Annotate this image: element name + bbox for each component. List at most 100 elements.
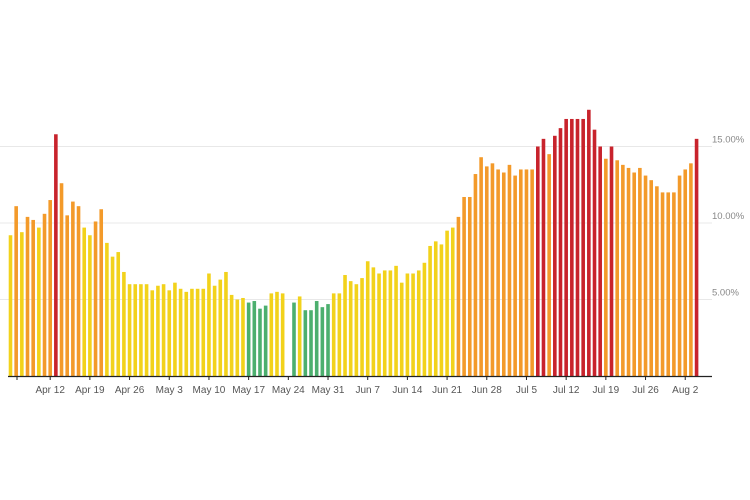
bar	[31, 219, 35, 376]
bar	[201, 288, 206, 376]
bar	[621, 164, 625, 376]
bar	[592, 129, 597, 376]
bar	[587, 109, 591, 376]
bar	[547, 154, 551, 376]
x-tick-label: May 31	[312, 385, 345, 396]
bar	[25, 216, 30, 376]
bar	[122, 271, 126, 376]
bar	[672, 192, 676, 376]
bar	[433, 241, 438, 376]
bar	[541, 138, 546, 376]
bar	[309, 310, 313, 376]
x-tick-label: Aug 2	[672, 385, 699, 396]
bar	[530, 169, 534, 376]
bar	[405, 273, 410, 376]
bar	[37, 227, 41, 376]
x-tick-label: Jul 12	[553, 385, 580, 396]
bar	[224, 271, 228, 376]
x-tick-label: Jul 19	[593, 385, 620, 396]
bar	[218, 279, 223, 376]
bar	[297, 296, 302, 376]
bar	[394, 265, 398, 376]
bar	[507, 164, 512, 376]
bar	[8, 235, 13, 376]
bar	[207, 273, 211, 376]
bar	[632, 172, 636, 376]
bar	[649, 180, 654, 376]
x-tick-label: May 10	[193, 385, 226, 396]
bar	[660, 192, 665, 376]
bar	[490, 163, 495, 376]
bar	[212, 285, 217, 376]
bar	[116, 252, 121, 376]
bar	[496, 169, 500, 376]
x-tick-label: Apr 19	[75, 385, 105, 396]
bar	[167, 290, 172, 376]
bar	[156, 285, 160, 376]
bar	[473, 174, 478, 376]
bar	[604, 158, 608, 376]
bar	[371, 267, 376, 376]
bar	[484, 166, 489, 376]
bar	[553, 135, 557, 376]
bar	[326, 304, 330, 376]
bar	[501, 172, 506, 376]
bar	[683, 169, 688, 376]
bar	[467, 196, 472, 376]
bar	[575, 118, 580, 377]
bar	[88, 235, 92, 376]
bar	[666, 192, 671, 376]
bar	[689, 163, 693, 376]
bar	[314, 301, 319, 376]
bar	[570, 118, 574, 377]
bar	[133, 284, 138, 376]
bar	[235, 299, 240, 376]
bar	[479, 157, 483, 376]
bar	[428, 245, 432, 376]
x-tick-labels: Apr 12 Apr 19 Apr 26 May 3 May 10 May 17 May 2…	[35, 385, 698, 396]
x-tick-label: May 24	[272, 385, 305, 396]
bar	[76, 206, 81, 376]
bar	[519, 169, 523, 376]
bar	[416, 270, 421, 376]
bar	[139, 284, 143, 376]
bar	[280, 293, 285, 376]
bar	[439, 244, 444, 376]
bar	[638, 167, 642, 376]
bar	[536, 146, 540, 376]
bar	[303, 310, 308, 376]
bar	[513, 175, 517, 376]
bar	[524, 169, 529, 376]
bar	[65, 215, 69, 376]
x-axis	[8, 375, 712, 380]
bar	[581, 118, 585, 377]
bar	[229, 294, 234, 376]
bar	[422, 262, 427, 376]
bar	[348, 281, 353, 376]
bar	[626, 167, 631, 376]
bar	[564, 118, 568, 377]
bar	[20, 232, 24, 376]
y-tick-label: 10.00%	[712, 211, 745, 222]
bar	[59, 183, 64, 376]
bar	[343, 275, 347, 376]
bar	[93, 221, 98, 376]
bar	[161, 284, 166, 376]
bar	[258, 308, 262, 376]
bar	[354, 284, 359, 376]
bar	[150, 290, 155, 376]
y-tick-labels: 5.00% 10.00% 15.00%	[712, 135, 745, 299]
bar	[615, 160, 619, 376]
bar	[82, 227, 87, 376]
bar	[399, 282, 404, 376]
bar	[450, 227, 455, 376]
bar	[178, 288, 183, 376]
x-tick-label: Jun 7	[355, 385, 380, 396]
bar	[99, 209, 104, 376]
bar	[360, 278, 364, 376]
bar	[42, 213, 47, 376]
bar	[110, 256, 115, 376]
bar	[54, 134, 58, 376]
